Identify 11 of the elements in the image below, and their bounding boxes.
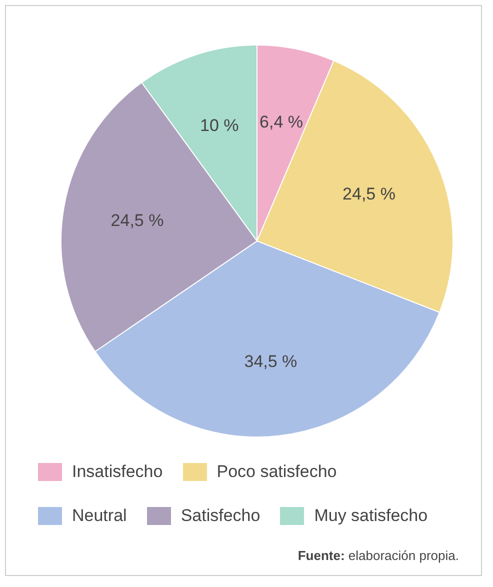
data-label: 24,5 % bbox=[342, 184, 396, 204]
legend-label: Satisfecho bbox=[180, 506, 260, 526]
data-label: 24,5 % bbox=[110, 210, 164, 230]
data-label: 6,4 % bbox=[260, 112, 304, 132]
legend-label: Muy satisfecho bbox=[314, 506, 428, 526]
legend-label: Neutral bbox=[72, 506, 127, 526]
data-label: 10 % bbox=[200, 116, 239, 135]
legend-label: Insatisfecho bbox=[72, 462, 163, 482]
source-note: Fuente: elaboración propia. bbox=[296, 548, 459, 563]
data-label: 34,5 % bbox=[244, 352, 298, 372]
legend-label: Poco satisfecho bbox=[216, 462, 337, 482]
